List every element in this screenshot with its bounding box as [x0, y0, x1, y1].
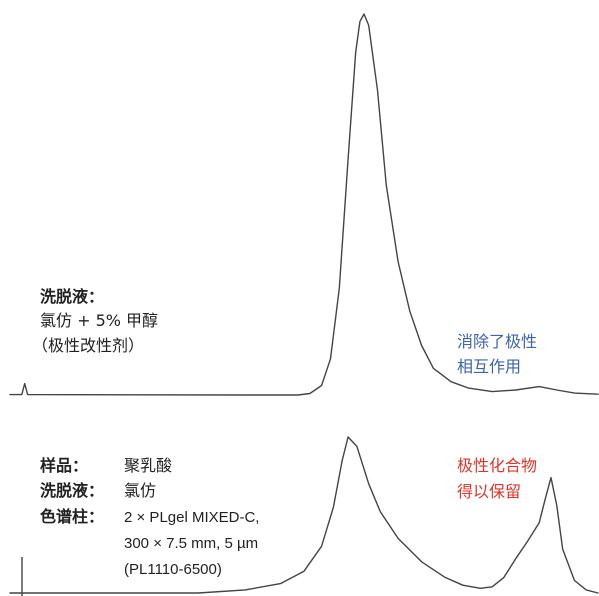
- annotation-polar-retained-line1: 极性化合物: [457, 456, 538, 475]
- eluent-value-bottom: 氯仿: [124, 481, 157, 500]
- sample-value: 聚乳酸: [124, 456, 173, 475]
- eluent-label-top: 洗脱液：: [40, 287, 105, 306]
- chromatogram-trace-top: [9, 13, 599, 396]
- eluent-value-top: 氯仿 + 5% 甲醇: [40, 311, 159, 330]
- modifier-note: （极性改性剂）: [32, 336, 145, 355]
- column-spec-line2: 300 × 7.5 mm, 5 µm: [124, 535, 259, 552]
- column-spec-line3: (PL1110-6500): [124, 561, 222, 578]
- annotation-no-polar-interaction-line2: 相互作用: [457, 357, 522, 376]
- sample-label: 样品：: [40, 456, 89, 475]
- column-spec-line1: 2 × PLgel MIXED-C,: [124, 509, 260, 526]
- eluent-label-bottom: 洗脱液：: [40, 481, 105, 500]
- column-label: 色谱柱：: [40, 507, 105, 526]
- chromatogram-trace-bottom: [9, 436, 599, 594]
- annotation-polar-retained-line2: 得以保留: [457, 482, 522, 501]
- annotation-no-polar-interaction-line1: 消除了极性: [457, 332, 538, 351]
